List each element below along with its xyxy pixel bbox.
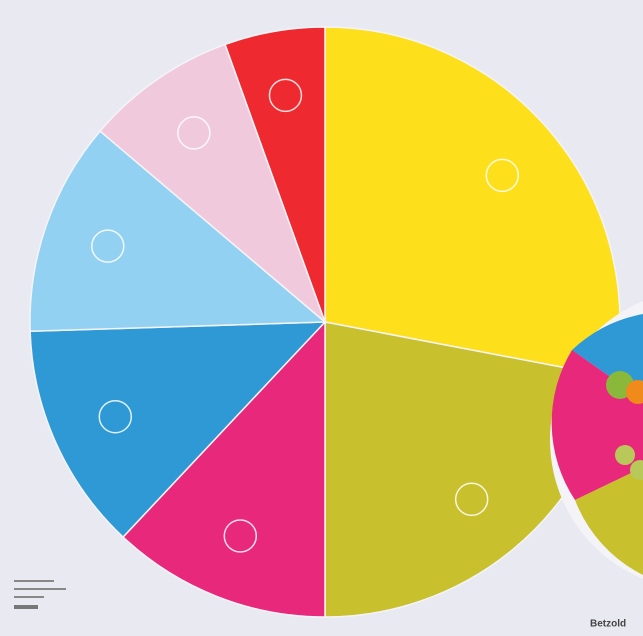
plate-slice	[572, 314, 643, 440]
grapes	[630, 460, 643, 480]
orange	[626, 380, 643, 404]
slice-icon	[223, 519, 258, 553]
slice-icon	[485, 158, 520, 193]
slice-icon	[268, 78, 303, 113]
pie-slice	[121, 320, 326, 618]
pie-slice	[324, 26, 621, 379]
barcode	[14, 605, 38, 609]
fine-print-line	[14, 596, 44, 598]
side-plate	[550, 301, 643, 579]
pie-slice	[29, 130, 327, 333]
grapes	[615, 445, 635, 465]
pie	[29, 26, 621, 618]
slice-icon	[177, 116, 211, 150]
pie-slice	[29, 321, 327, 539]
fine-print-line	[14, 588, 66, 590]
brand: Betzold	[590, 619, 626, 630]
slice-icon	[91, 229, 125, 263]
slice-icon	[98, 399, 133, 434]
pie-slice	[99, 43, 327, 325]
plate-slice	[575, 440, 643, 575]
slice-icon	[454, 482, 489, 517]
fine-print	[14, 580, 66, 609]
fine-print-line	[14, 580, 54, 582]
